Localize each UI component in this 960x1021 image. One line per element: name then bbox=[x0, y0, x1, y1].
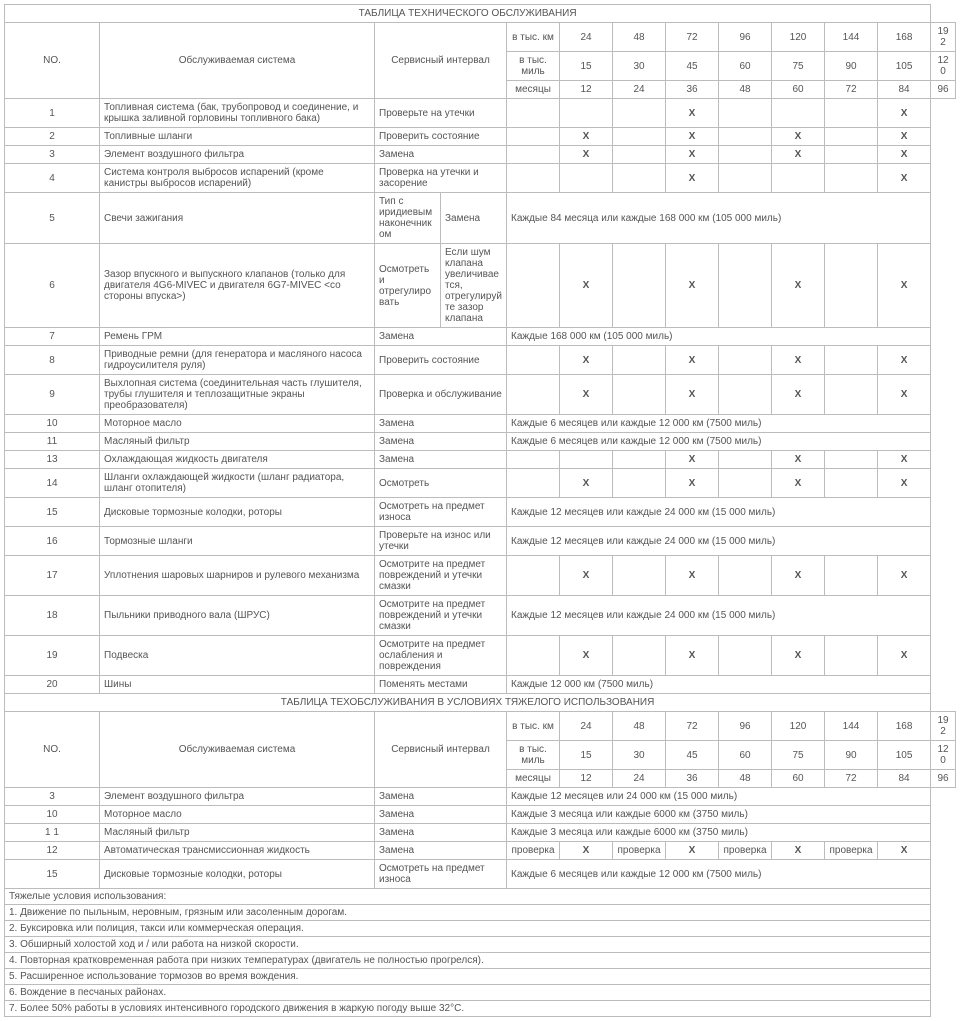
table-row: 17Уплотнения шаровых шарниров и рулевого… bbox=[5, 556, 956, 596]
table-row: 15Дисковые тормозные колодки, роторыОсмо… bbox=[5, 860, 956, 889]
footnote: 5. Расширенное использование тормозов во… bbox=[5, 969, 956, 985]
table-row: 12Автоматическая трансмиссионная жидкост… bbox=[5, 842, 956, 860]
col-system: Обслуживаемая система bbox=[100, 23, 375, 99]
unit-mo: месяцы bbox=[507, 81, 560, 99]
footnote: 1. Движение по пыльным, неровным, грязны… bbox=[5, 905, 956, 921]
table-row: 18Пыльники приводного вала (ШРУС)Осмотри… bbox=[5, 596, 956, 636]
footnote: 4. Повторная кратковременная работа при … bbox=[5, 953, 956, 969]
footnote: 2. Буксировка или полиция, такси или ком… bbox=[5, 921, 956, 937]
table-row: 16Тормозные шлангиПроверьте на износ или… bbox=[5, 527, 956, 556]
table-row: 15Дисковые тормозные колодки, роторыОсмо… bbox=[5, 498, 956, 527]
table-row: 1 1Масляный фильтрЗаменаКаждые 3 месяца … bbox=[5, 824, 956, 842]
table-row: 3Элемент воздушного фильтраЗаменаКаждые … bbox=[5, 788, 956, 806]
maintenance-table: ТАБЛИЦА ТЕХНИЧЕСКОГО ОБСЛУЖИВАНИЯNO.Обсл… bbox=[4, 4, 956, 1017]
table-row: 5Свечи зажиганияТип с иридиевым наконечн… bbox=[5, 193, 956, 244]
footnote: 6. Вождение в песчаных районах. bbox=[5, 985, 956, 1001]
table-row: 13Охлаждающая жидкость двигателяЗаменаXX… bbox=[5, 451, 956, 469]
table2-title: ТАБЛИЦА ТЕХОБСЛУЖИВАНИЯ В УСЛОВИЯХ ТЯЖЕЛ… bbox=[5, 694, 956, 712]
unit-km: в тыс. км bbox=[507, 23, 560, 52]
col-no: NO. bbox=[5, 23, 100, 99]
table-row: 4Система контроля выбросов испарений (кр… bbox=[5, 164, 956, 193]
footnote: Тяжелые условия использования: bbox=[5, 889, 956, 905]
table-row: 8Приводные ремни (для генератора и масля… bbox=[5, 346, 956, 375]
footnote: 3. Обширный холостой ход и / или работа … bbox=[5, 937, 956, 953]
table-row: 10Моторное маслоЗаменаКаждые 3 месяца ил… bbox=[5, 806, 956, 824]
table-row: 3Элемент воздушного фильтраЗаменаXXXX bbox=[5, 146, 956, 164]
table-row: 19ПодвескаОсмотрите на предмет ослаблени… bbox=[5, 636, 956, 676]
table-row: 6Зазор впускного и выпускного клапанов (… bbox=[5, 244, 956, 328]
unit-mi: в тыс. миль bbox=[507, 52, 560, 81]
table-row: 2Топливные шлангиПроверить состояниеXXXX bbox=[5, 128, 956, 146]
table-row: 14Шланги охлаждающей жидкости (шланг рад… bbox=[5, 469, 956, 498]
col-interval: Сервисный интервал bbox=[375, 23, 507, 99]
table-row: 10Моторное маслоЗаменаКаждые 6 месяцев и… bbox=[5, 415, 956, 433]
table-row: 9Выхлопная система (соединительная часть… bbox=[5, 375, 956, 415]
table-row: 7Ремень ГРМЗаменаКаждые 168 000 км (105 … bbox=[5, 328, 956, 346]
table-row: 11Масляный фильтрЗаменаКаждые 6 месяцев … bbox=[5, 433, 956, 451]
table1-title: ТАБЛИЦА ТЕХНИЧЕСКОГО ОБСЛУЖИВАНИЯ bbox=[5, 5, 956, 23]
table-row: 1Топливная система (бак, трубопровод и с… bbox=[5, 99, 956, 128]
table-row: 20ШиныПоменять местамиКаждые 12 000 км (… bbox=[5, 676, 956, 694]
